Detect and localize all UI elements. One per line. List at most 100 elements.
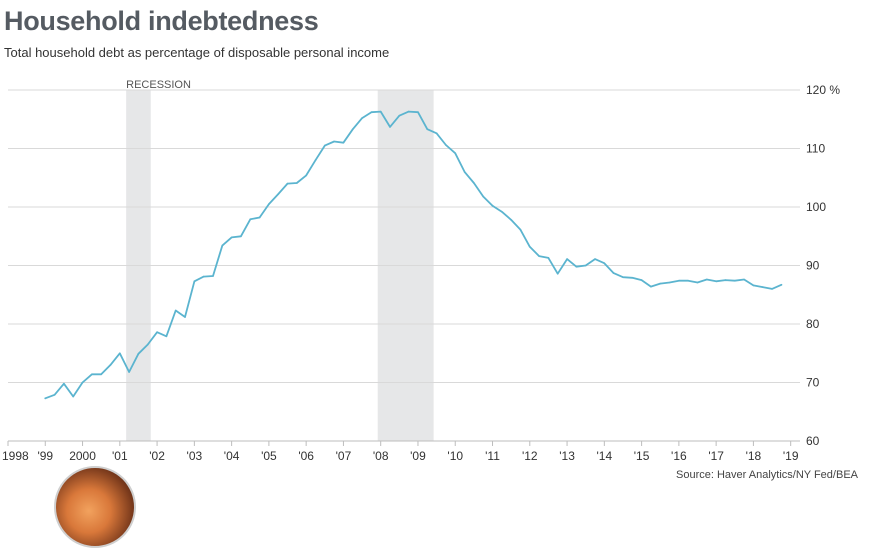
data-point	[556, 272, 559, 275]
data-point	[529, 246, 531, 248]
data-point	[277, 193, 280, 195]
data-point	[100, 373, 102, 376]
data-point	[137, 353, 140, 355]
data-point	[398, 114, 401, 117]
data-point	[258, 216, 261, 219]
data-point	[463, 171, 466, 173]
data-point	[706, 278, 708, 281]
x-tick-label: '11	[485, 449, 500, 463]
data-point	[63, 382, 65, 385]
data-point	[491, 205, 494, 207]
data-point	[249, 218, 252, 221]
series-line	[44, 110, 783, 400]
data-point	[603, 262, 606, 265]
data-point	[696, 281, 699, 284]
data-point	[538, 255, 540, 257]
x-tick-label: '19	[783, 449, 799, 463]
data-point	[361, 117, 363, 119]
x-tick-label: '07	[336, 449, 352, 463]
recession-bands: RECESSION	[126, 79, 434, 441]
data-point	[761, 286, 764, 288]
x-tick-label: '06	[298, 449, 314, 463]
data-point	[631, 277, 634, 279]
data-point	[352, 128, 354, 130]
data-point	[668, 281, 671, 284]
x-tick-label: '03	[187, 449, 203, 463]
y-axis-tick-labels: 60 70 80 90 100 110 120 %	[806, 83, 840, 448]
data-point	[640, 279, 643, 281]
data-point	[650, 285, 652, 288]
data-point	[743, 278, 745, 281]
data-point	[268, 203, 270, 205]
x-axis-tick-labels: 1998 '99 2000 '01 '02 '03 '04 '05 '06 '07 '08 '09 '1…	[2, 449, 799, 463]
data-point	[184, 316, 186, 318]
x-tick-label: '04	[224, 449, 240, 463]
data-point	[296, 182, 298, 184]
data-point	[659, 282, 661, 285]
data-point	[687, 279, 689, 282]
data-point	[72, 395, 74, 398]
data-point	[622, 276, 624, 279]
data-point	[612, 272, 615, 274]
data-point	[435, 132, 438, 135]
data-point	[379, 110, 382, 113]
x-tick-label: '16	[671, 449, 687, 463]
y-tick-label: 120 %	[806, 83, 840, 97]
data-point	[389, 126, 391, 128]
data-point	[594, 258, 596, 260]
data-point	[473, 182, 475, 184]
data-point	[128, 371, 130, 373]
y-tick-label: 100	[806, 200, 826, 214]
x-tick-label: 2000	[69, 449, 96, 463]
data-point	[370, 111, 373, 113]
data-point	[584, 264, 587, 267]
author-avatar	[54, 466, 136, 548]
x-tick-label: '12	[522, 449, 538, 463]
x-tick-label: '18	[746, 449, 762, 463]
x-tick-label: '14	[597, 449, 613, 463]
data-point	[780, 284, 783, 286]
data-point	[333, 140, 335, 143]
y-tick-label: 80	[806, 317, 820, 331]
data-point	[678, 279, 680, 282]
data-point	[53, 394, 56, 396]
data-point	[91, 373, 93, 376]
data-point	[230, 236, 233, 239]
line-chart: RECESSION 60 70 80 90 100 110 120 % 1998 '99 200…	[2, 79, 840, 463]
chart-title: Household indebtedness	[4, 6, 319, 36]
x-tick-label: '17	[708, 449, 724, 463]
data-point	[174, 309, 177, 312]
data-point	[445, 144, 447, 146]
data-point	[771, 288, 773, 290]
data-series	[44, 110, 783, 400]
data-point	[119, 352, 121, 355]
data-point	[147, 343, 149, 346]
data-point	[482, 195, 485, 198]
y-tick-label: 90	[806, 259, 820, 273]
data-point	[426, 128, 429, 130]
gridlines	[7, 89, 800, 446]
recession-label: RECESSION	[126, 79, 191, 91]
x-tick-label: '02	[149, 449, 165, 463]
data-point	[109, 364, 112, 366]
data-point	[212, 275, 214, 277]
data-point	[305, 174, 308, 177]
x-tick-label: '10	[447, 449, 463, 463]
x-tick-label: '09	[410, 449, 426, 463]
x-tick-label: '13	[559, 449, 575, 463]
data-point	[286, 182, 289, 185]
data-point	[724, 279, 727, 281]
data-point	[193, 280, 196, 283]
data-point	[240, 235, 242, 238]
x-tick-label: '99	[37, 449, 53, 463]
data-point	[417, 111, 419, 113]
data-point	[324, 144, 326, 147]
data-point	[454, 152, 457, 154]
x-tick-label: 1998	[2, 449, 29, 463]
data-point	[715, 280, 717, 283]
data-point	[314, 159, 317, 161]
data-point	[221, 244, 224, 247]
chart-subtitle: Total household debt as percentage of di…	[4, 45, 390, 60]
data-point	[575, 265, 578, 268]
data-point	[156, 331, 158, 334]
